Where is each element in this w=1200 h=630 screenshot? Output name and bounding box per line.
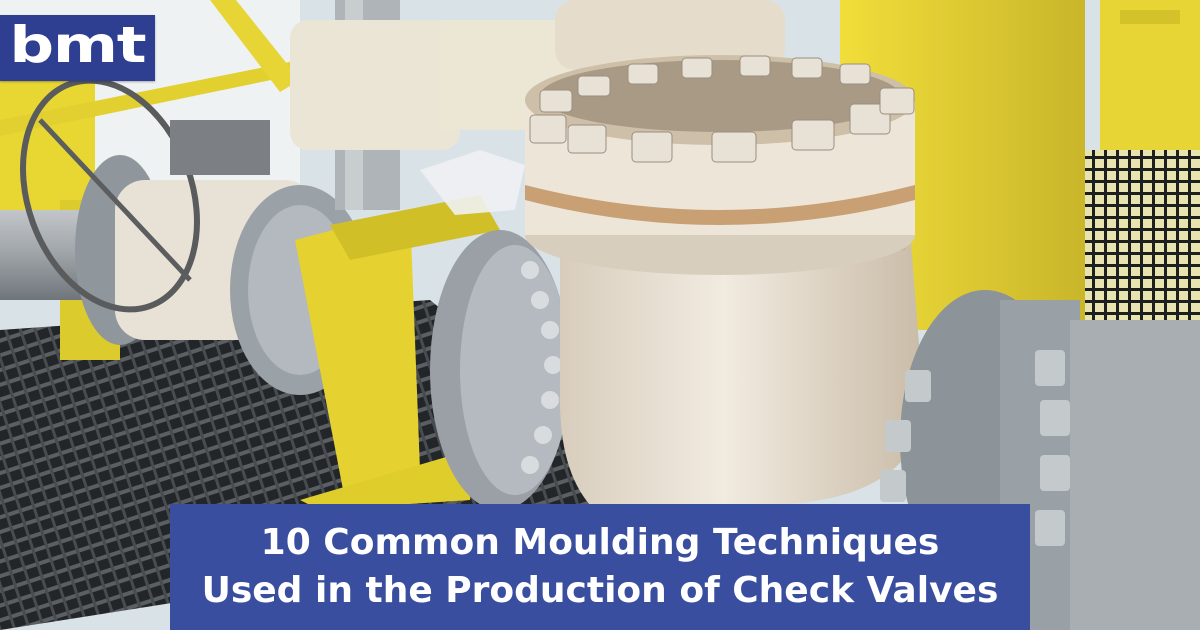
brand-logo: bmt xyxy=(0,15,155,81)
headline-banner: 10 Common Moulding Techniques Used in th… xyxy=(170,504,1030,630)
headline-line-2: Used in the Production of Check Valves xyxy=(201,570,999,611)
logo-text: bmt xyxy=(9,16,146,74)
headline-line-1: 10 Common Moulding Techniques xyxy=(260,522,940,563)
